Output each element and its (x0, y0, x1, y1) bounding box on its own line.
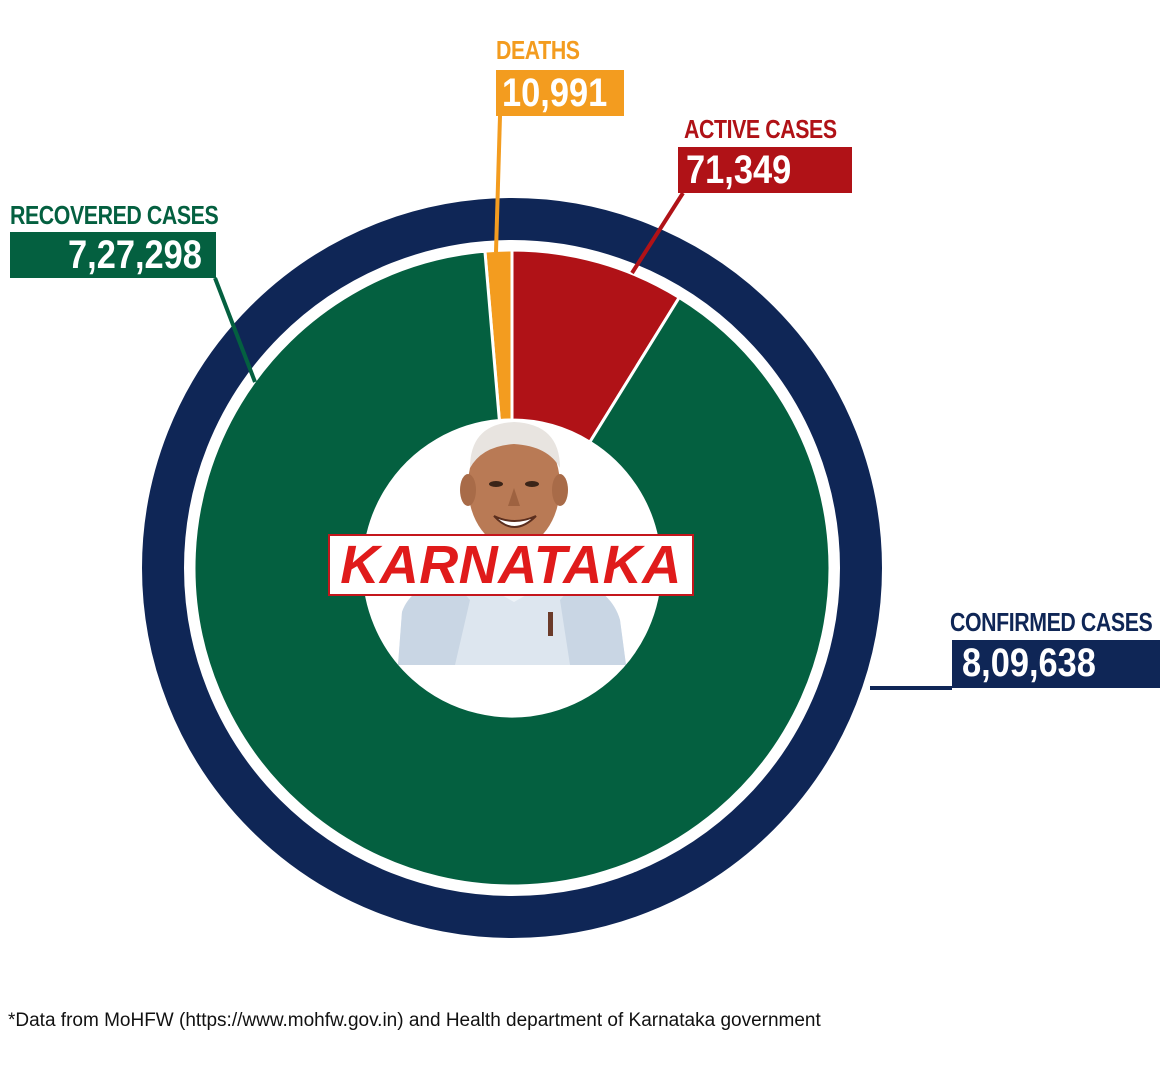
active-value-box: 71,349 (678, 147, 852, 193)
center-state-label: KARNATAKA (328, 534, 694, 596)
recovered-value: 7,27,298 (68, 233, 202, 277)
active-value: 71,349 (686, 148, 792, 192)
confirmed-title: CONFIRMED CASES (950, 607, 1153, 637)
deaths-title: DEATHS (496, 35, 580, 65)
source-footnote: *Data from MoHFW (https://www.mohfw.gov.… (8, 1010, 821, 1031)
recovered-slice (192, 249, 832, 888)
deaths-value-box: 10,991 (496, 70, 624, 116)
deaths-value: 10,991 (502, 71, 608, 115)
active-title: ACTIVE CASES (684, 114, 837, 144)
recovered-leader (213, 277, 257, 383)
recovered-value-box: 7,27,298 (10, 232, 216, 278)
recovered-title: RECOVERED CASES (10, 200, 219, 230)
confirmed-value-box: 8,09,638 (952, 640, 1160, 688)
confirmed-value: 8,09,638 (962, 641, 1096, 685)
active-leader (630, 191, 685, 275)
deaths-leader (494, 115, 502, 253)
confirmed-outer-ring (142, 198, 882, 938)
